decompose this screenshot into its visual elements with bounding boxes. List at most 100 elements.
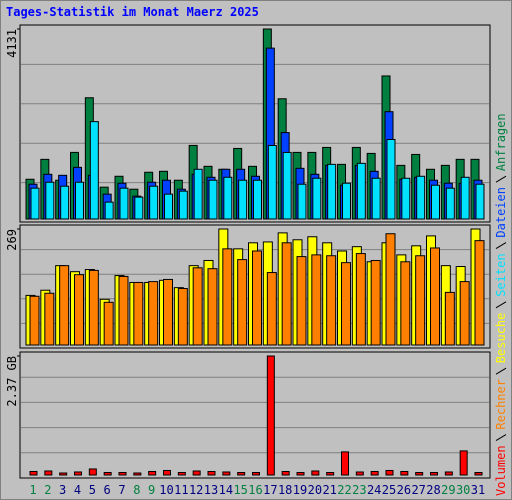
x-tick-label: 16 <box>248 483 262 497</box>
bar <box>370 259 381 346</box>
bar <box>326 471 335 476</box>
x-tick-label: 27 <box>411 483 425 497</box>
bar <box>400 261 411 346</box>
x-tick-label: 14 <box>219 483 233 497</box>
legend-label: Anfragen <box>494 113 508 171</box>
x-tick-label: 8 <box>133 483 140 497</box>
bar <box>371 177 381 220</box>
x-tick-label: 10 <box>159 483 173 497</box>
bar <box>253 179 262 220</box>
bar <box>459 281 470 346</box>
bar <box>342 182 351 220</box>
y-tick-label: 2.37 GB <box>5 356 19 407</box>
bar <box>88 269 99 346</box>
bar <box>415 471 424 476</box>
bar <box>30 187 40 220</box>
bar <box>460 176 470 220</box>
x-tick-label: 7 <box>118 483 125 497</box>
legend-label: Seiten <box>494 253 508 296</box>
bar <box>178 190 188 220</box>
bar <box>400 470 409 476</box>
x-tick-label: 28 <box>426 483 440 497</box>
legend-label: Besuche <box>494 313 508 364</box>
bar <box>237 259 248 346</box>
bar <box>148 281 159 346</box>
bar <box>266 355 275 476</box>
x-tick-label: 22 <box>337 483 351 497</box>
bar <box>223 176 233 220</box>
chart-title: Tages-Statistik im Monat Maerz 2025 <box>6 5 259 19</box>
bar <box>267 145 277 220</box>
bar <box>163 469 171 476</box>
bar <box>356 162 366 220</box>
bar <box>133 281 144 346</box>
x-tick-label: 2 <box>44 483 51 497</box>
bar <box>118 275 129 346</box>
x-tick-label: 18 <box>278 483 292 497</box>
bar <box>134 196 144 220</box>
x-tick-label: 19 <box>293 483 307 497</box>
bar <box>193 168 203 220</box>
bar <box>118 471 127 476</box>
bar <box>296 471 305 476</box>
bar <box>222 248 233 346</box>
bar <box>207 470 216 476</box>
bar <box>252 250 262 346</box>
bar <box>474 240 485 346</box>
bar <box>222 471 231 476</box>
legend-label: Rechner <box>494 379 508 430</box>
x-tick-label: 4 <box>74 483 81 497</box>
bar <box>355 253 366 346</box>
bar <box>74 471 82 476</box>
legend-separator <box>495 434 507 442</box>
bar <box>327 163 337 220</box>
bar <box>370 470 379 476</box>
bar <box>386 139 396 220</box>
bar <box>445 187 455 220</box>
bar <box>252 471 260 476</box>
bar <box>385 469 394 476</box>
bar <box>416 175 426 220</box>
bar <box>192 470 201 476</box>
bar <box>29 295 40 346</box>
bar <box>88 468 97 476</box>
x-tick-label: 13 <box>204 483 218 497</box>
x-tick-label: 6 <box>104 483 111 497</box>
x-tick-label: 25 <box>382 483 396 497</box>
bar <box>60 185 70 220</box>
bar <box>430 471 438 476</box>
bar <box>59 265 70 346</box>
bar <box>75 181 84 220</box>
bar <box>149 185 159 220</box>
x-tick-label: 23 <box>352 483 366 497</box>
bar <box>475 183 485 220</box>
legend-separator <box>495 175 507 183</box>
bar <box>237 471 246 476</box>
bar <box>119 187 129 220</box>
x-tick-label: 31 <box>471 483 485 497</box>
bar <box>431 184 440 220</box>
bar <box>311 254 322 346</box>
bar <box>281 242 292 346</box>
bar <box>103 471 112 476</box>
bar <box>312 177 322 220</box>
bar <box>44 292 55 346</box>
bar <box>44 470 53 476</box>
bar <box>326 255 337 346</box>
x-tick-label: 9 <box>148 483 155 497</box>
x-tick-label: 29 <box>441 483 455 497</box>
bar <box>45 181 55 220</box>
bar <box>385 233 396 346</box>
bar <box>177 288 188 346</box>
bar <box>103 301 114 346</box>
bar <box>163 278 173 346</box>
bar <box>355 471 364 476</box>
bar <box>444 291 455 346</box>
x-tick-label: 12 <box>189 483 203 497</box>
legend-separator <box>495 242 507 250</box>
bar <box>341 262 351 346</box>
bar <box>266 272 277 346</box>
bar <box>208 179 218 220</box>
bar <box>89 121 99 220</box>
